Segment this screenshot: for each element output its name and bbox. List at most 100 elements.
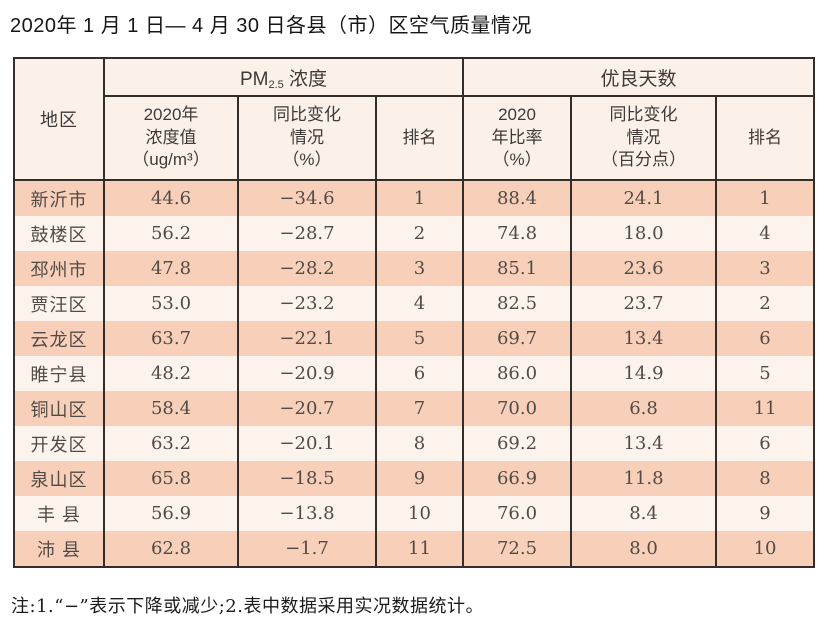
cell-days-ratio: 82.5 [462,286,573,321]
cell-days-rank: 6 [715,426,816,461]
cell-pm-change: −20.9 [237,356,377,391]
cell-pm-change: −20.1 [237,426,377,461]
cell-pm-value: 53.0 [103,286,239,321]
cell-days-change: 14.9 [570,356,718,391]
footnote: 注:1.“−”表示下降或减少;2.表中数据采用实况数据统计。 [11,596,484,617]
cell-pm-change: −23.2 [237,286,377,321]
cell-days-change: 13.4 [570,426,718,461]
cell-days-ratio: 69.7 [462,321,573,356]
cell-pm-change: −20.7 [237,391,377,426]
cell-pm-change: −18.5 [237,461,377,496]
cell-pm-change: −13.8 [237,496,377,531]
cell-days-change: 11.8 [570,461,718,496]
cell-days-change: 24.1 [570,180,718,216]
header-area: 地区 [13,57,105,181]
cell-pm-rank: 6 [374,356,465,391]
sub-header-row: 2020年 浓度值 （ug/m³） 同比变化 情况 （%） 排名 2020 年比… [14,95,816,181]
cell-days-ratio: 69.2 [462,426,573,461]
header-days-ratio: 2020 年比率 （%） [462,95,573,181]
cell-area: 沛 县 [13,531,105,567]
cell-pm-change: −22.1 [237,321,377,356]
cell-days-rank: 8 [715,461,816,496]
cell-days-rank: 4 [715,216,816,251]
table-header: 地区 PM2.5 浓度 优良天数 2020年 浓度值 （ug/m³） 同比变化 … [13,57,816,181]
cell-pm-change: −34.6 [237,180,377,216]
cell-days-rank: 11 [715,391,816,426]
cell-days-ratio: 76.0 [462,496,573,531]
air-quality-table: 地区 PM2.5 浓度 优良天数 2020年 浓度值 （ug/m³） 同比变化 … [13,57,816,568]
cell-pm-value: 63.2 [103,426,239,461]
cell-area: 贾汪区 [13,286,105,321]
cell-pm-rank: 11 [374,531,465,567]
header-days-change: 同比变化 情况 （百分点） [570,95,718,181]
cell-pm-value: 44.6 [103,180,239,216]
cell-pm-rank: 7 [374,391,465,426]
cell-area: 鼓楼区 [13,216,105,251]
cell-area: 铜山区 [13,391,105,426]
header-pm-rank: 排名 [374,95,465,181]
cell-days-change: 8.0 [570,531,718,567]
cell-pm-value: 56.9 [103,496,239,531]
table-row: 新沂市 44.6 −34.6 1 88.4 24.1 1 [13,180,816,216]
cell-pm-value: 56.2 [103,216,239,251]
cell-pm-value: 62.8 [103,531,239,567]
table-row: 沛 县 62.8 −1.7 11 72.5 8.0 10 [13,531,816,567]
page-title: 2020年 1 月 1 日— 4 月 30 日各县（市）区空气质量情况 [10,15,533,37]
table-row: 云龙区 63.7 −22.1 5 69.7 13.4 6 [13,321,816,356]
header-pm-group: PM2.5 浓度 [102,57,465,97]
header-pm-value: 2020年 浓度值 （ug/m³） [103,95,239,181]
header-days-group: 优良天数 [462,57,816,97]
cell-pm-rank: 5 [374,321,465,356]
cell-pm-rank: 4 [374,286,465,321]
table-row: 鼓楼区 56.2 −28.7 2 74.8 18.0 4 [13,216,816,251]
cell-days-ratio: 70.0 [462,391,573,426]
table-row: 睢宁县 48.2 −20.9 6 86.0 14.9 5 [13,356,816,391]
table-row: 贾汪区 53.0 −23.2 4 82.5 23.7 2 [13,286,816,321]
table-row: 丰 县 56.9 −13.8 10 76.0 8.4 9 [13,496,816,531]
table-body: 新沂市 44.6 −34.6 1 88.4 24.1 1 鼓楼区 56.2 −2… [13,180,816,567]
cell-area: 新沂市 [13,180,105,216]
cell-pm-value: 65.8 [103,461,239,496]
cell-days-rank: 5 [715,356,816,391]
cell-days-rank: 2 [715,286,816,321]
pm-label-suffix: 浓度 [283,68,328,90]
table-row: 铜山区 58.4 −20.7 7 70.0 6.8 11 [13,391,816,426]
cell-days-change: 23.6 [570,251,718,286]
cell-pm-value: 48.2 [103,356,239,391]
cell-days-change: 8.4 [570,496,718,531]
cell-days-ratio: 88.4 [462,180,573,216]
cell-area: 云龙区 [13,321,105,356]
pm-subscript: 2.5 [268,78,284,91]
cell-pm-rank: 3 [374,251,465,286]
table-row: 泉山区 65.8 −18.5 9 66.9 11.8 8 [13,461,816,496]
cell-pm-change: −1.7 [237,531,377,567]
group-header-row: 地区 PM2.5 浓度 优良天数 [13,57,816,181]
cell-days-ratio: 85.1 [462,251,573,286]
cell-days-ratio: 74.8 [462,216,573,251]
cell-pm-value: 47.8 [103,251,239,286]
cell-pm-change: −28.7 [237,216,377,251]
cell-area: 邳州市 [13,251,105,286]
cell-area: 丰 县 [13,496,105,531]
cell-days-ratio: 72.5 [462,531,573,567]
cell-days-rank: 10 [715,531,816,567]
cell-days-change: 13.4 [570,321,718,356]
cell-days-ratio: 66.9 [462,461,573,496]
cell-area: 开发区 [13,426,105,461]
cell-area: 泉山区 [13,461,105,496]
cell-days-rank: 6 [715,321,816,356]
cell-days-change: 18.0 [570,216,718,251]
cell-pm-rank: 8 [374,426,465,461]
cell-pm-change: −28.2 [237,251,377,286]
cell-area: 睢宁县 [13,356,105,391]
pm-label: PM [239,68,269,90]
cell-pm-rank: 9 [374,461,465,496]
cell-days-rank: 9 [715,496,816,531]
cell-pm-rank: 1 [374,180,465,216]
header-days-rank: 排名 [715,95,816,181]
cell-days-ratio: 86.0 [462,356,573,391]
cell-days-change: 23.7 [570,286,718,321]
cell-days-change: 6.8 [570,391,718,426]
cell-pm-value: 63.7 [103,321,239,356]
cell-pm-rank: 2 [374,216,465,251]
